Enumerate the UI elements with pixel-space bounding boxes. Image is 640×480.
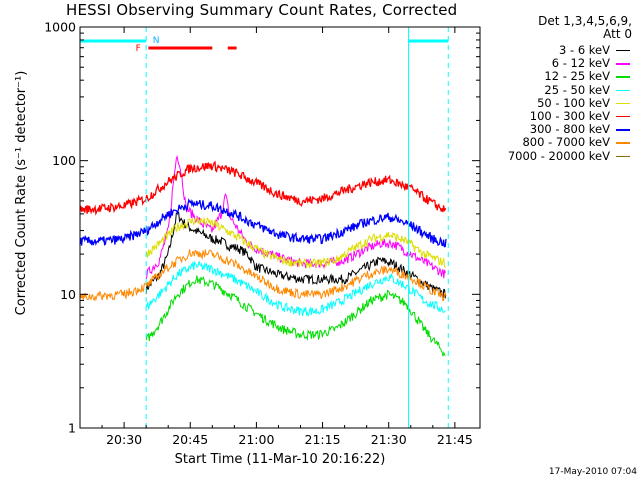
tick-layer: 20:30 20:45 21:00 21:15 21:30 21:45 1 10 100 1000 — [44, 20, 480, 447]
legend-label: 800 - 7000 keV — [522, 135, 610, 150]
timestamp: 17-May-2010 07:04 — [548, 467, 637, 477]
legend-header: Det 1,3,4,5,6,9, Att 0 — [484, 15, 632, 41]
series-line-50-100 — [145, 216, 446, 269]
x-axis-label: Start Time (11-Mar-10 20:16:22) — [174, 452, 386, 467]
legend-entry-300-800: 300 - 800 keV — [484, 122, 632, 137]
y-tick-label-1: 10 — [60, 287, 76, 302]
x-tick-label-3: 21:15 — [305, 432, 341, 447]
legend-label: 300 - 800 keV — [529, 122, 610, 137]
legend-entry-100-300: 100 - 300 keV — [484, 108, 632, 123]
series-layer — [79, 154, 447, 357]
series-line-25-50 — [145, 260, 446, 318]
legend-label: 25 - 50 keV — [544, 82, 610, 97]
x-tick-label-1: 20:45 — [172, 432, 208, 447]
flag-layer: NF — [136, 36, 237, 54]
y-tick-label-2: 100 — [52, 153, 76, 168]
legend-swatch — [616, 76, 630, 78]
plot-border — [79, 26, 481, 429]
legend-entry-12-25: 12 - 25 keV — [484, 69, 632, 84]
x-tick-label-2: 21:00 — [238, 432, 274, 447]
legend-label: 6 - 12 keV — [551, 56, 610, 71]
legend-label: 12 - 25 keV — [544, 69, 610, 84]
chart-title: HESSI Observing Summary Count Rates, Cor… — [66, 1, 458, 19]
series-line-12-25 — [145, 275, 446, 357]
y-tick-label-0: 1 — [68, 421, 76, 436]
legend-label: 7000 - 20000 keV — [507, 148, 610, 163]
y-axis-label: Corrected Count Rate (s⁻¹ detector⁻¹) — [14, 70, 29, 316]
x-tick-label-0: 20:30 — [106, 432, 142, 447]
y-tick-label-3: 1000 — [44, 20, 76, 35]
legend-entry-6-12: 6 - 12 keV — [484, 56, 632, 71]
legend-label: 3 - 6 keV — [559, 43, 610, 57]
legend-swatch — [616, 129, 630, 131]
x-tick-label-4: 21:30 — [371, 432, 407, 447]
legend-entry-50-100: 50 - 100 keV — [484, 95, 632, 110]
legend-swatch — [616, 102, 630, 105]
legend-label: 50 - 100 keV — [537, 95, 610, 110]
series-line-800-7000 — [79, 249, 447, 302]
x-tick-label-5: 21:45 — [437, 432, 473, 447]
legend-entry-3-6: 3 - 6 keV — [484, 43, 632, 57]
legend-swatch — [616, 155, 630, 157]
legend-header-line-1: Det 1,3,4,5,6,9, — [538, 14, 632, 28]
legend-swatch — [616, 89, 630, 91]
legend-entry-7000-20000: 7000 - 20000 keV — [484, 148, 632, 163]
series-line-100-300 — [79, 160, 447, 216]
legend: 3 - 6 keV 6 - 12 keV 12 - 25 keV 25 - 50 ke… — [484, 43, 632, 163]
legend-swatch — [616, 63, 630, 65]
legend-swatch — [616, 142, 630, 144]
legend-swatch — [616, 50, 630, 52]
legend-label: 100 - 300 keV — [529, 108, 610, 123]
night-flag-label: N — [153, 36, 160, 46]
series-line-300-800 — [79, 198, 447, 248]
flare-flag-label: F — [136, 44, 141, 54]
legend-header-line-2: Att 0 — [603, 27, 632, 41]
plot-frame — [79, 26, 481, 429]
series-line-6-12 — [145, 154, 446, 280]
legend-swatch — [616, 115, 630, 118]
series-line-3-6 — [145, 211, 446, 299]
legend-entry-800-7000: 800 - 7000 keV — [484, 135, 632, 150]
legend-entry-25-50: 25 - 50 keV — [484, 82, 632, 97]
